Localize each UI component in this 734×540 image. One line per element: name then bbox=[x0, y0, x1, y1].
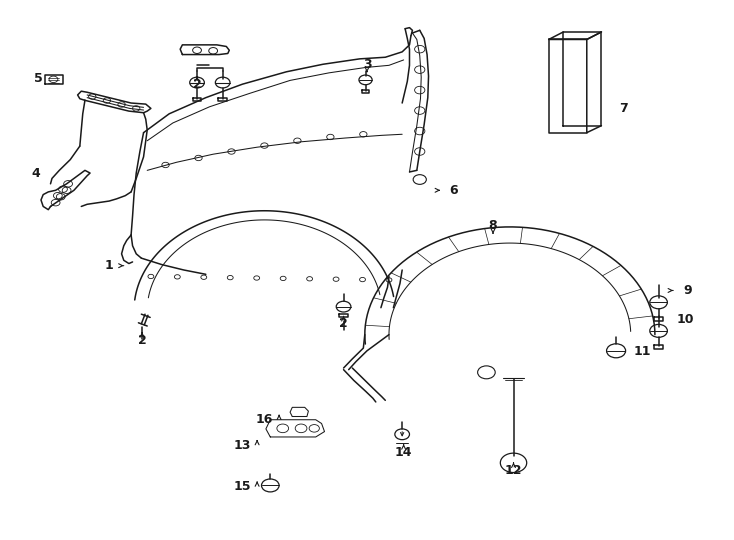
Text: 10: 10 bbox=[676, 313, 694, 326]
Text: 4: 4 bbox=[32, 166, 40, 179]
Text: 3: 3 bbox=[363, 58, 371, 71]
Text: 9: 9 bbox=[683, 284, 692, 297]
Text: 2: 2 bbox=[192, 78, 201, 91]
Text: 2: 2 bbox=[339, 318, 348, 330]
Text: 2: 2 bbox=[138, 334, 147, 347]
Text: 7: 7 bbox=[619, 102, 628, 115]
Text: 11: 11 bbox=[633, 346, 651, 359]
Text: 13: 13 bbox=[233, 438, 251, 451]
Text: 8: 8 bbox=[489, 219, 498, 232]
Text: 15: 15 bbox=[233, 480, 251, 493]
Text: 6: 6 bbox=[449, 184, 458, 197]
Text: 1: 1 bbox=[105, 259, 114, 272]
Text: 16: 16 bbox=[255, 413, 273, 426]
Text: 12: 12 bbox=[505, 464, 523, 477]
Text: 14: 14 bbox=[395, 446, 413, 458]
Text: 5: 5 bbox=[34, 72, 43, 85]
